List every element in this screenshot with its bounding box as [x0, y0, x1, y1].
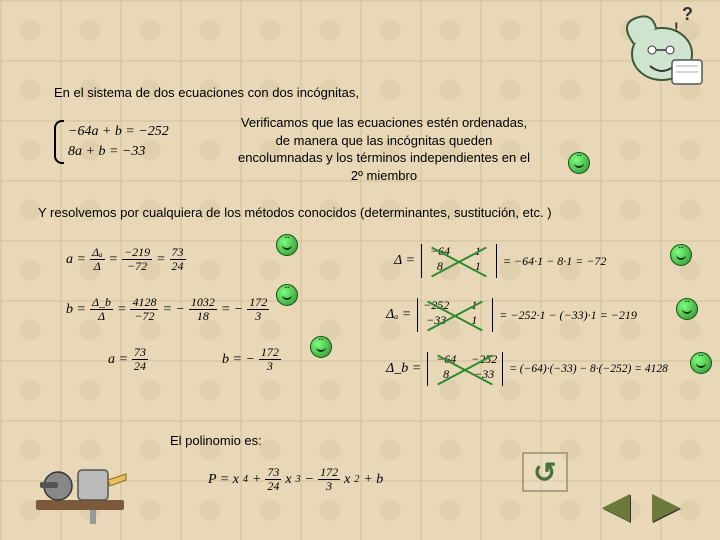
- methods-line: Y resolvemos por cualquiera de los métod…: [38, 204, 698, 222]
- prev-button[interactable]: [596, 490, 636, 526]
- poly-label: El polinomio es:: [170, 432, 262, 450]
- verify-paragraph: Verificamos que las ecuaciones estén ord…: [234, 114, 534, 184]
- smiley-icon: [568, 152, 590, 174]
- next-button[interactable]: [646, 490, 686, 526]
- arrow-left-icon: [602, 494, 630, 522]
- system-row-1: −64a + b = −252: [68, 124, 169, 140]
- professor-clipart: ? !: [614, 4, 704, 94]
- smiley-icon: [670, 244, 692, 266]
- sharpener-clipart: [30, 450, 130, 535]
- equation-system: −64a + b = −252 8a + b = −33: [54, 120, 169, 164]
- eq-b-result: b = − 1723: [222, 346, 281, 373]
- system-row-2: 8a + b = −33: [68, 144, 169, 160]
- smiley-icon: [690, 352, 712, 374]
- smiley-icon: [276, 284, 298, 306]
- smiley-icon: [310, 336, 332, 358]
- arrow-right-icon: [652, 494, 680, 522]
- eq-polynomial: P = x4 + 7324 x3 − 1723 x2 + b: [208, 466, 383, 493]
- return-icon: ↻: [533, 456, 556, 489]
- eq-a-result: a = 7324: [108, 346, 148, 373]
- smiley-icon: [276, 234, 298, 256]
- return-button[interactable]: ↻: [522, 452, 568, 492]
- eq-b-derivation: b = Δ_bΔ = 4128−72 = − 103218 = − 1723: [66, 296, 269, 323]
- smiley-icon: [676, 298, 698, 320]
- eq-delta-b: Δ_b = −64−252 8−33 = (−64)·(−33) − 8·(−2…: [386, 352, 668, 386]
- svg-text:?: ?: [682, 4, 693, 24]
- intro-line: En el sistema de dos ecuaciones con dos …: [54, 84, 359, 102]
- eq-delta-a: Δₐ = −2521 −331 = −252·1 − (−33)·1 = −21…: [386, 298, 637, 332]
- svg-text:!: !: [674, 19, 679, 35]
- eq-delta: Δ = −641 81 = −64·1 − 8·1 = −72: [394, 244, 606, 278]
- eq-a-derivation: a = ΔₐΔ = −219−72 = 7324: [66, 246, 186, 273]
